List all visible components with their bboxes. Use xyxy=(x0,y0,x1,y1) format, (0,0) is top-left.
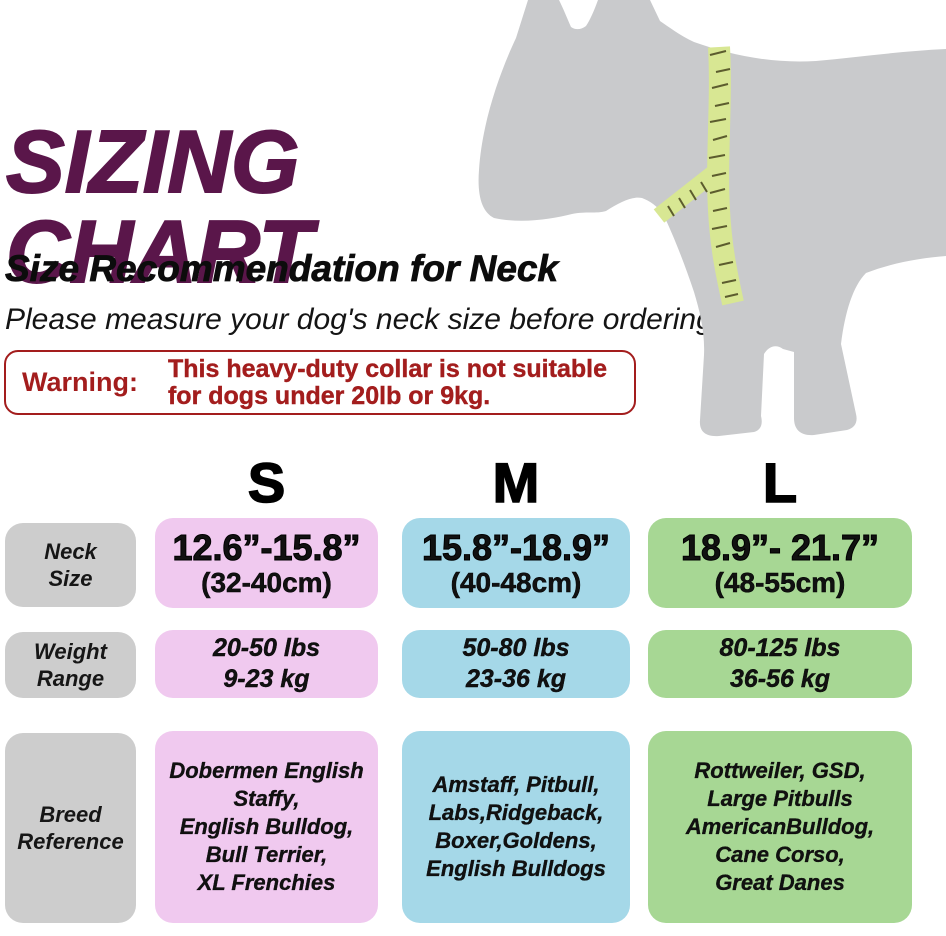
measuring-tape-ticks xyxy=(667,50,739,298)
title-line-1: SIZING xyxy=(5,111,300,211)
neck-size-l-inches: 18.9”- 21.7” xyxy=(680,527,880,568)
neck-size-m-cm: (40-48cm) xyxy=(450,567,582,598)
breed-s-cell: Dobermen English Staffy, English Bulldog… xyxy=(155,731,378,923)
neck-size-l-cm: (48-55cm) xyxy=(714,567,846,598)
warning-text: This heavy-duty collar is not suitable f… xyxy=(167,354,607,410)
neck-size-s-cm: (32-40cm) xyxy=(201,567,332,598)
neck-size-m-cell: 15.8”-18.9” (40-48cm) xyxy=(402,518,630,608)
column-header-l: L xyxy=(762,450,798,515)
dog-silhouette-graphic xyxy=(478,0,946,437)
measure-note: Please measure your dog's neck size befo… xyxy=(5,303,713,336)
warning-box: Warning: This heavy-duty collar is not s… xyxy=(4,350,636,415)
breed-l-cell: Rottweiler, GSD, Large Pitbulls American… xyxy=(648,731,912,923)
neck-size-m-inches: 15.8”-18.9” xyxy=(421,527,611,568)
column-header-m: M xyxy=(492,450,540,515)
breed-m-cell: Amstaff, Pitbull, Labs,Ridgeback, Boxer,… xyxy=(402,731,630,923)
neck-size-s-inches: 12.6”-15.8” xyxy=(172,527,361,568)
neck-size-s-cell: 12.6”-15.8” (32-40cm) xyxy=(155,518,378,608)
row-label-breed-reference: Breed Reference xyxy=(5,733,136,923)
measuring-tape-vertical xyxy=(707,46,744,306)
page-title: SIZING CHART xyxy=(5,111,313,301)
warning-label: Warning: xyxy=(22,367,138,397)
measuring-tape-neck-branch xyxy=(653,165,721,223)
subtitle: Size Recommendation for Neck xyxy=(5,248,559,290)
weight-s-cell: 20-50 lbs 9-23 kg xyxy=(155,630,378,698)
weight-m-cell: 50-80 lbs 23-36 kg xyxy=(402,630,630,698)
column-header-s: S xyxy=(247,450,286,515)
row-label-weight-range: Weight Range xyxy=(5,632,136,698)
weight-l-cell: 80-125 lbs 36-56 kg xyxy=(648,630,912,698)
title-line-2: CHART xyxy=(5,201,313,301)
row-label-neck-size: Neck Size xyxy=(5,523,136,607)
neck-size-l-cell: 18.9”- 21.7” (48-55cm) xyxy=(648,518,912,608)
